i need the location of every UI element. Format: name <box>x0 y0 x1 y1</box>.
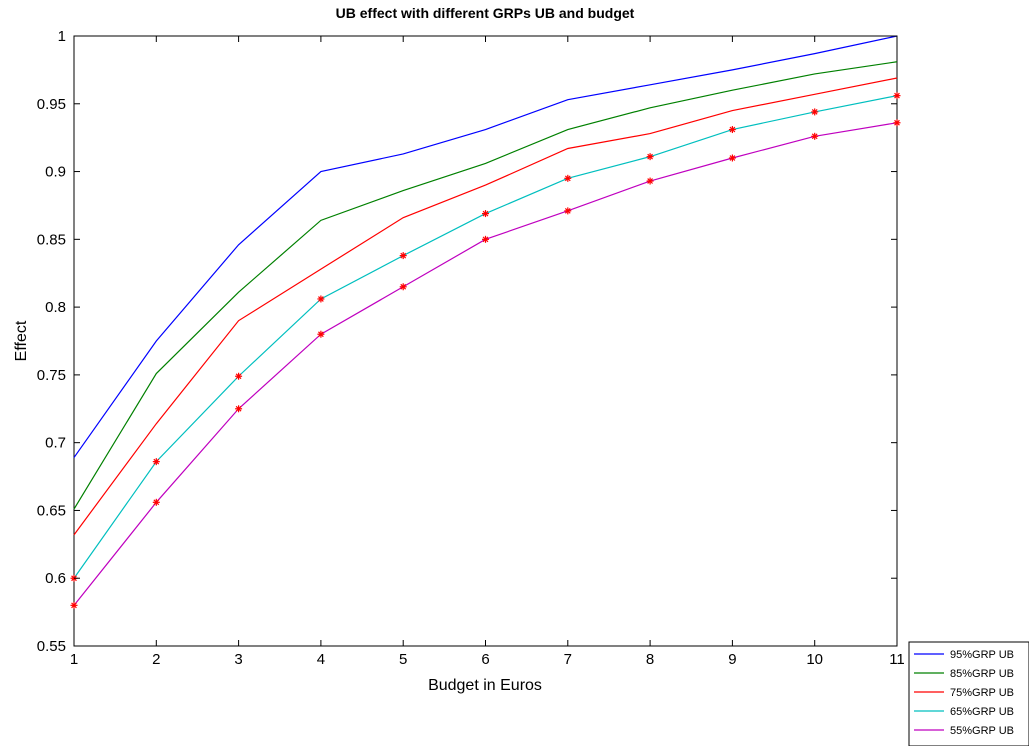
series-line-2 <box>73 61 898 510</box>
marker-stroke <box>400 252 407 259</box>
marker-stroke <box>482 210 489 217</box>
x-tick-label: 1 <box>70 651 78 668</box>
chart-title: UB effect with different GRPs UB and bud… <box>336 5 635 21</box>
y-tick-label: 0.95 <box>37 96 66 113</box>
data-point-marker <box>811 132 819 140</box>
marker-stroke <box>318 331 324 338</box>
legend-label: 65%GRP UB <box>950 706 1014 718</box>
data-point-marker <box>482 210 489 218</box>
data-point-marker <box>152 498 160 506</box>
x-tick-label: 9 <box>728 651 736 668</box>
data-point-marker <box>893 119 901 127</box>
x-tick-label: 2 <box>152 651 160 668</box>
y-tick-label: 0.9 <box>45 164 66 181</box>
x-tick-label: 10 <box>806 651 823 668</box>
legend: 95%GRP UB 85%GRP UB 75%GRP UB 65%GRP UB 55%G… <box>908 641 1029 746</box>
series-line-3 <box>73 77 898 536</box>
y-axis-label: Effect <box>13 320 30 361</box>
marker-stroke <box>729 126 736 133</box>
data-point-marker <box>728 154 736 162</box>
data-point-marker <box>728 126 736 134</box>
marker-stroke <box>894 119 900 126</box>
x-tick-label: 6 <box>481 651 489 668</box>
data-point-marker <box>399 252 407 260</box>
legend-label: 75%GRP UB <box>950 687 1014 699</box>
marker-stroke <box>235 373 242 380</box>
marker-stroke <box>235 405 242 412</box>
y-tick-label: 0.6 <box>45 570 66 587</box>
series-line-1 <box>73 35 898 458</box>
y-axis-ticks: 0.55 0.6 0.65 0.7 0.75 0.8 0.85 0.9 0.95 1 <box>37 28 897 655</box>
marker-stroke <box>729 155 736 161</box>
y-tick-label: 0.75 <box>37 367 66 384</box>
data-point-marker <box>317 295 325 303</box>
marker-stroke <box>647 153 653 160</box>
data-point-marker <box>811 108 819 116</box>
x-tick-label: 3 <box>234 651 242 668</box>
legend-label: 95%GRP UB <box>950 649 1014 661</box>
y-tick-label: 0.65 <box>37 502 66 519</box>
data-point-marker <box>564 174 572 182</box>
x-axis-label: Budget in Euros <box>428 677 542 694</box>
legend-label: 55%GRP UB <box>950 725 1014 737</box>
marker-stroke <box>564 207 571 214</box>
marker-layer <box>70 92 901 609</box>
data-point-marker <box>70 601 78 609</box>
marker-stroke <box>894 92 900 99</box>
y-tick-label: 0.7 <box>45 435 66 452</box>
marker-stroke <box>482 236 489 243</box>
marker-stroke <box>400 283 407 290</box>
marker-stroke <box>153 499 160 506</box>
y-tick-label: 0.55 <box>37 638 66 655</box>
x-tick-label: 5 <box>399 651 407 668</box>
data-point-marker <box>399 283 407 291</box>
plot-area <box>73 35 898 647</box>
data-point-marker <box>235 405 243 413</box>
data-point-marker <box>482 235 489 243</box>
x-tick-label: 7 <box>564 651 572 668</box>
x-tick-label: 11 <box>889 651 905 668</box>
marker-stroke <box>71 602 77 609</box>
data-point-marker <box>893 92 901 100</box>
y-tick-label: 0.8 <box>45 299 66 316</box>
data-point-marker <box>646 177 654 185</box>
x-tick-label: 8 <box>646 651 654 668</box>
y-tick-label: 1 <box>58 28 66 45</box>
marker-stroke <box>811 133 818 140</box>
legend-label: 85%GRP UB <box>950 668 1014 680</box>
marker-stroke <box>811 109 818 115</box>
marker-stroke <box>153 458 160 465</box>
legend-box <box>908 641 1029 746</box>
marker-stroke <box>318 296 324 302</box>
marker-stroke <box>647 178 653 184</box>
y-tick-label: 0.85 <box>37 231 66 248</box>
data-point-marker <box>152 458 160 466</box>
data-point-marker <box>646 153 654 161</box>
data-point-marker <box>235 372 243 380</box>
x-axis-ticks: 1 2 3 4 5 6 7 8 9 10 11 <box>70 36 905 668</box>
data-point-marker <box>564 207 572 215</box>
x-tick-label: 4 <box>317 651 325 668</box>
data-point-marker <box>317 330 325 338</box>
marker-stroke <box>564 175 571 182</box>
